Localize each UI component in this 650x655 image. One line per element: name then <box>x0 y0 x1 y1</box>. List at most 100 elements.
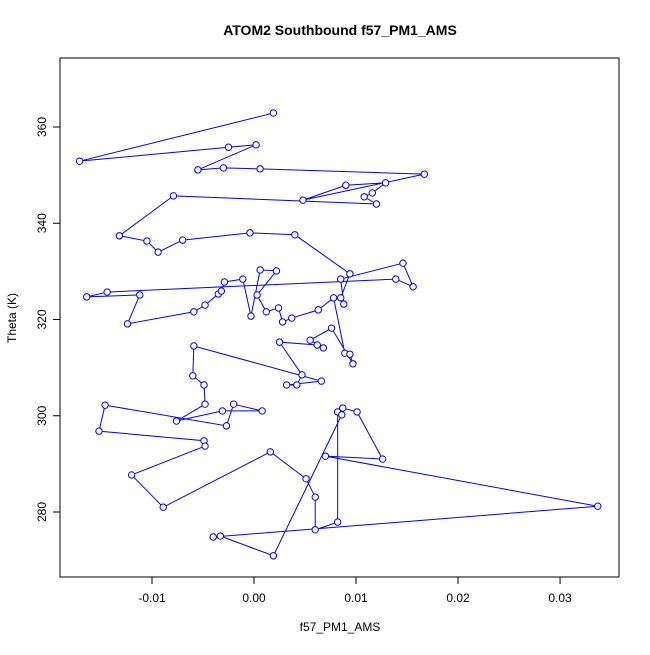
data-point <box>269 109 278 117</box>
data-point <box>266 448 275 456</box>
data-point <box>209 533 217 541</box>
data-point <box>372 200 381 208</box>
data-point <box>278 318 287 326</box>
data-point <box>342 181 350 189</box>
data-point <box>321 452 330 460</box>
data-point <box>311 493 319 501</box>
data-point <box>339 404 347 412</box>
y-tick-label: 300 <box>35 405 49 425</box>
data-point <box>319 344 328 352</box>
data-point <box>338 411 346 419</box>
data-line <box>79 112 598 557</box>
plot-box <box>59 57 620 578</box>
data-point <box>127 471 136 479</box>
data-point <box>256 266 264 274</box>
chart-title: ATOM2 Southbound f57_PM1_AMS <box>223 22 457 38</box>
data-point <box>218 407 227 415</box>
y-tick-label: 360 <box>35 117 49 137</box>
data-point <box>399 259 407 267</box>
data-point <box>154 248 162 256</box>
data-point <box>201 442 209 450</box>
data-point <box>262 308 270 316</box>
y-tick-label: 320 <box>35 309 49 329</box>
data-point <box>381 179 390 187</box>
data-point <box>123 320 132 328</box>
data-point <box>274 304 283 312</box>
data-point <box>194 166 202 174</box>
data-point <box>333 518 342 526</box>
data-point <box>346 270 354 278</box>
data-point <box>327 324 336 332</box>
x-tick-label: 0.00 <box>242 591 266 605</box>
x-axis-label: f57_PM1_AMS <box>300 620 381 634</box>
x-tick-label: 0.03 <box>548 591 572 605</box>
data-point <box>340 300 348 308</box>
data-point <box>216 532 225 540</box>
data-point <box>136 291 144 299</box>
data-point <box>253 291 261 299</box>
data-point <box>115 232 124 240</box>
data-point <box>349 360 357 368</box>
data-point <box>337 294 345 302</box>
data-point <box>201 400 209 408</box>
data-point <box>392 275 400 283</box>
data-point <box>252 141 260 149</box>
data-point <box>275 338 284 346</box>
data-point <box>200 381 208 389</box>
x-tick-label: -0.01 <box>138 591 166 605</box>
data-point <box>172 417 181 425</box>
data-point <box>222 422 231 430</box>
data-point <box>329 294 338 302</box>
data-point <box>272 267 281 275</box>
data-point <box>409 283 417 291</box>
data-point <box>306 336 314 344</box>
data-point <box>219 164 228 172</box>
data-point <box>169 192 178 200</box>
data-point <box>239 275 247 283</box>
data-point <box>189 372 197 380</box>
data-point <box>143 237 151 245</box>
data-point <box>420 170 429 178</box>
data-point <box>217 287 226 295</box>
data-point <box>360 193 368 201</box>
data-point <box>313 341 321 349</box>
data-point <box>247 312 255 320</box>
x-tick-label: 0.01 <box>344 591 368 605</box>
data-point <box>368 189 377 197</box>
data-point <box>293 381 301 389</box>
x-tick-label: 0.02 <box>446 591 470 605</box>
data-point <box>75 157 84 165</box>
data-point <box>229 400 238 408</box>
data-point <box>224 143 233 151</box>
data-point <box>311 526 319 534</box>
data-point <box>594 502 602 510</box>
data-point <box>346 350 354 358</box>
data-point <box>83 293 91 301</box>
data-point <box>299 196 307 204</box>
data-point <box>103 288 111 296</box>
data-point <box>317 377 326 385</box>
y-axis-label: Theta (K) <box>5 293 19 343</box>
data-point <box>337 275 345 283</box>
data-point <box>291 231 299 239</box>
data-point <box>178 236 187 244</box>
data-point <box>298 371 306 379</box>
data-point <box>314 306 322 314</box>
data-point <box>220 278 229 286</box>
y-tick-label: 280 <box>35 502 49 522</box>
data-point <box>378 455 387 463</box>
data-point <box>269 552 278 560</box>
data-point <box>190 342 198 350</box>
data-point <box>159 503 167 511</box>
data-point <box>246 229 254 237</box>
data-point <box>302 475 310 483</box>
data-point <box>282 381 291 389</box>
y-tick-label: 340 <box>35 213 49 233</box>
data-point <box>256 165 264 173</box>
data-point <box>201 301 209 309</box>
data-point <box>258 407 266 415</box>
data-point <box>288 314 296 322</box>
data-point <box>353 408 361 416</box>
